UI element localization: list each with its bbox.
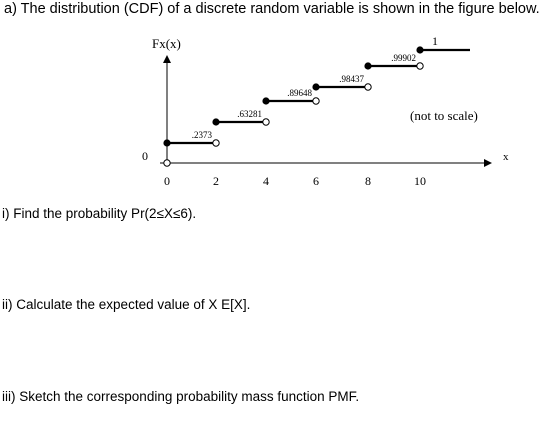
sub-question-1: i) Find the probability Pr(2≤X≤6). bbox=[2, 206, 197, 221]
sub-question-3: iii) Sketch the corresponding probabilit… bbox=[2, 389, 360, 404]
cdf-closed-endpoint bbox=[416, 46, 424, 54]
cdf-step-value-label: .63281 bbox=[237, 109, 262, 119]
cdf-closed-endpoint bbox=[364, 62, 372, 70]
x-tick-label: 8 bbox=[365, 174, 371, 188]
cdf-step-value-label: .99902 bbox=[391, 53, 416, 63]
cdf-open-endpoint bbox=[262, 118, 270, 126]
cdf-step-value-label: .2373 bbox=[192, 130, 213, 140]
cdf-closed-endpoint bbox=[163, 139, 171, 147]
x-tick-label: 10 bbox=[414, 174, 426, 188]
x-tick-label: 0 bbox=[164, 174, 170, 188]
x-tick-labels: 0 2 4 6 8 10 bbox=[164, 174, 426, 188]
cdf-step-plot: Fx(x) x 0 (not to scale) 0 2 4 6 8 10 .2… bbox=[142, 34, 509, 188]
x-axis-label: x bbox=[503, 151, 509, 163]
cdf-open-endpoint bbox=[212, 139, 220, 147]
cdf-closed-endpoint bbox=[262, 97, 270, 105]
cdf-closed-endpoint bbox=[312, 83, 320, 91]
cdf-step-value-label: .98437 bbox=[339, 74, 364, 84]
cdf-step-value-label: 1 bbox=[432, 34, 438, 48]
cdf-closed-endpoint bbox=[212, 118, 220, 126]
origin-zero-label: 0 bbox=[142, 149, 148, 163]
question-heading: a) The distribution (CDF) of a discrete … bbox=[4, 1, 540, 17]
cdf-open-endpoint bbox=[312, 97, 320, 105]
x-tick-label: 4 bbox=[263, 174, 269, 188]
cdf-step-value-label: .89648 bbox=[287, 88, 312, 98]
x-tick-label: 2 bbox=[213, 174, 219, 188]
sub-question-2: ii) Calculate the expected value of X E[… bbox=[2, 297, 251, 312]
not-to-scale-note: (not to scale) bbox=[410, 108, 478, 123]
y-axis-label: Fx(x) bbox=[152, 36, 181, 51]
cdf-steps: .2373 .63281 .89648 .98437 .99902 1 bbox=[163, 34, 470, 167]
cdf-open-endpoint bbox=[416, 62, 424, 70]
cdf-open-endpoint bbox=[364, 83, 372, 91]
cdf-origin-open-circle bbox=[163, 159, 171, 167]
x-tick-label: 6 bbox=[313, 174, 319, 188]
